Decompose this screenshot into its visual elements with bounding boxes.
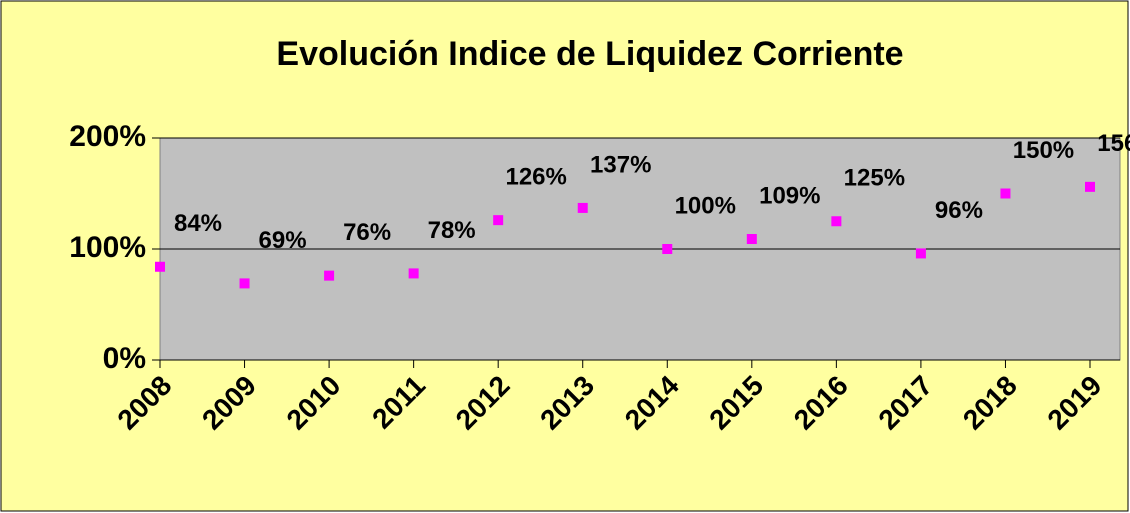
data-label: 125%	[844, 165, 905, 192]
data-point	[408, 268, 419, 279]
data-point	[155, 261, 165, 272]
data-label: 76%	[343, 219, 391, 246]
data-label: 109%	[759, 182, 820, 209]
data-point	[324, 270, 335, 281]
data-point	[577, 202, 588, 213]
data-point	[831, 216, 842, 227]
data-label: 78%	[428, 217, 476, 244]
y-tick-label: 0%	[103, 342, 146, 375]
data-point	[1000, 188, 1011, 199]
data-label: 137%	[590, 151, 651, 178]
data-point	[239, 278, 250, 289]
data-label: 126%	[505, 163, 566, 190]
data-point	[1085, 181, 1095, 192]
y-tick-label: 100%	[69, 231, 146, 264]
data-point	[915, 248, 926, 259]
data-label: 84%	[174, 210, 222, 237]
data-label: 156%	[1097, 130, 1130, 157]
y-tick-label: 200%	[69, 120, 146, 153]
data-label: 100%	[675, 192, 736, 219]
chart-title: Evolución Indice de Liquidez Corriente	[276, 35, 903, 73]
data-point	[746, 234, 757, 245]
data-point	[493, 215, 504, 226]
data-point	[662, 244, 673, 254]
data-label: 69%	[259, 227, 307, 254]
data-label: 96%	[935, 197, 983, 224]
data-label: 150%	[1013, 137, 1074, 164]
